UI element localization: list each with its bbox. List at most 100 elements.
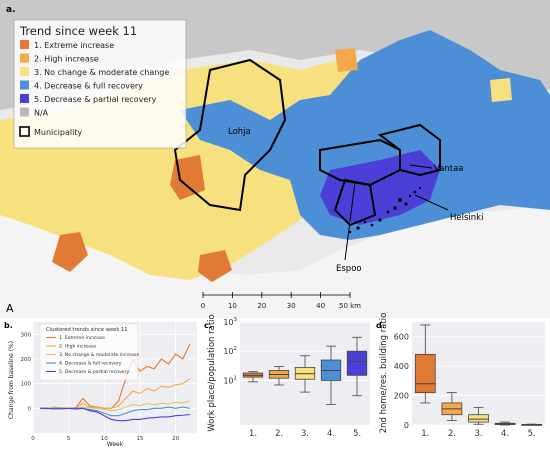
panel-b-legend-items: 1. Extreme increase 2. High increase 3. No… <box>46 335 139 375</box>
panel-b-ylabel: Change from baseline (%) <box>8 341 15 419</box>
panel-b-legend-title: Clustered trends since week 11 <box>46 327 128 333</box>
scale-bar: 0 10 20 30 40 50 km <box>201 292 361 310</box>
x-tick-label: 2. <box>448 429 456 439</box>
legend-item-label: 3. No change & moderate change <box>34 68 169 77</box>
panel-c: c. 101 102 103 1. 2. 3. 4. 5. Work place/popula… <box>204 314 370 439</box>
x-tick-label: 10 <box>101 436 108 442</box>
panel-b-legend-box <box>39 323 139 381</box>
legend-swatch <box>20 40 29 49</box>
panel-c-ticks: 101 102 103 1. 2. 3. 4. 5. <box>223 317 361 439</box>
region-yellow-east <box>490 78 512 102</box>
x-tick-label: 3. <box>474 429 482 439</box>
x-tick-label: 4. <box>501 429 509 439</box>
city-label-lohja: Lohja <box>228 127 251 137</box>
panel-c-ylabel: Work place/population ratio <box>207 314 217 432</box>
map-legend-box <box>13 19 187 149</box>
scale-tick-label: 0 <box>201 302 205 310</box>
map-panel: a. Trend since week 11 1. Extreme increa… <box>0 0 550 318</box>
region-orange-coast-west <box>52 232 88 272</box>
y-tick-label: 103 <box>223 317 237 327</box>
city-label-vantaa: Vantaa <box>434 164 464 174</box>
x-tick-label: 4. <box>327 429 335 439</box>
y-tick-label: 300 <box>21 332 32 338</box>
legend-item-label: N/A <box>34 109 49 118</box>
x-tick-label: 3. <box>301 429 309 439</box>
y-tick-label: 102 <box>223 346 237 356</box>
y-tick-label: 600 <box>394 333 409 342</box>
y-tick-label: 200 <box>394 392 409 401</box>
x-tick-label: 20 <box>172 436 179 442</box>
espoo-leader-line <box>344 181 356 261</box>
city-label-espoo: Espoo <box>336 264 362 274</box>
legend-swatch <box>20 94 29 103</box>
panel-b: b. 0 100 200 300 0 5 10 15 20 Week Change from b… <box>4 321 197 448</box>
y-tick-label: 400 <box>394 362 409 371</box>
panel-c-boxes <box>242 336 368 405</box>
scale-tick-label: 30 <box>287 302 296 310</box>
box <box>346 350 368 376</box>
legend-entry-label: 1. Extreme increase <box>59 335 105 341</box>
helsinki-leader-line <box>414 194 449 211</box>
panel-c-label: c. <box>204 321 212 330</box>
municipality-outline-1 <box>319 138 401 187</box>
panel-d-boxes <box>414 324 543 426</box>
y-tick-label: 0 <box>28 406 32 412</box>
municipality-legend-swatch <box>19 126 30 137</box>
municipality-legend-label: Municipality <box>34 128 82 137</box>
legend-item-label: 5. Decrease & partial recovery <box>34 95 157 104</box>
map-legend: Trend since week 11 1. Extreme increase 2… <box>13 19 187 149</box>
scale-bar-ticks: 0 10 20 30 40 50 km <box>201 292 361 310</box>
legend-entry-label: 4. Decrease & full recovery <box>59 361 122 367</box>
legend-swatch <box>20 53 29 63</box>
x-tick-label: 5 <box>67 436 71 442</box>
scale-tick-label: 10 <box>228 302 237 310</box>
panel-b-label: b. <box>4 321 13 330</box>
helsinki-archipelago <box>348 186 422 234</box>
panel-b-series <box>40 343 191 422</box>
legend-swatch <box>20 80 29 90</box>
x-tick-label: 5. <box>528 429 536 439</box>
box <box>468 414 489 423</box>
municipality-vantaa-outline <box>377 123 441 177</box>
map-panel-label: a. <box>6 5 16 15</box>
panel-d-label: d. <box>376 321 385 330</box>
region-darkblue-capital <box>320 150 440 225</box>
region-orange-coast-mid <box>198 250 232 282</box>
city-label-helsinki: Helsinki <box>450 213 483 223</box>
panel-b-legend: Clustered trends since week 11 1. Extrem… <box>39 323 139 381</box>
legend-item-label: 4. Decrease & full recovery <box>34 82 143 91</box>
panel-d-ylabel: 2nd home/res. building ratio <box>379 313 389 434</box>
municipality-espoo-outline <box>333 178 377 227</box>
scale-tick-label: 40 <box>316 302 325 310</box>
legend-entry-label: 3. No change & moderate increase <box>59 352 139 358</box>
box <box>414 353 436 394</box>
x-tick-label: 0 <box>31 436 35 442</box>
y-tick-label: 200 <box>21 357 32 363</box>
panel-d: d. 0 200 400 600 1. 2. 3. 4. 5. 2nd home/res. bu… <box>376 313 545 439</box>
x-tick-label: 2. <box>275 429 283 439</box>
vantaa-leader-line <box>409 164 433 169</box>
x-tick-label: 5. <box>353 429 361 439</box>
municipality-lohja-outline <box>173 58 287 212</box>
panel-d-ticks: 0 200 400 600 1. 2. 3. 4. 5. <box>394 333 536 439</box>
legend-swatch <box>20 67 29 76</box>
y-tick-label: 101 <box>223 375 237 385</box>
north-arrow-icon: A <box>6 302 14 315</box>
legend-entry-label: 2. High increase <box>59 344 96 350</box>
x-tick-label: 1. <box>421 429 429 439</box>
region-blue-east <box>180 30 550 240</box>
legend-item-label: 2. High increase <box>34 55 99 64</box>
legend-item-label: 1. Extreme increase <box>34 41 114 50</box>
legend-entry-label: 5. Decrease & partial recovery <box>59 369 130 375</box>
region-lightorange-north <box>335 48 358 72</box>
legend-swatch <box>20 107 29 117</box>
series-line <box>40 407 190 422</box>
x-tick-label: 15 <box>136 436 143 442</box>
panel-b-xlabel: Week <box>107 441 124 448</box>
scale-tick-label: 20 <box>257 302 266 310</box>
y-tick-label: 100 <box>21 382 32 388</box>
region-orange-inland <box>170 155 205 200</box>
y-tick-label: 0 <box>404 421 409 430</box>
